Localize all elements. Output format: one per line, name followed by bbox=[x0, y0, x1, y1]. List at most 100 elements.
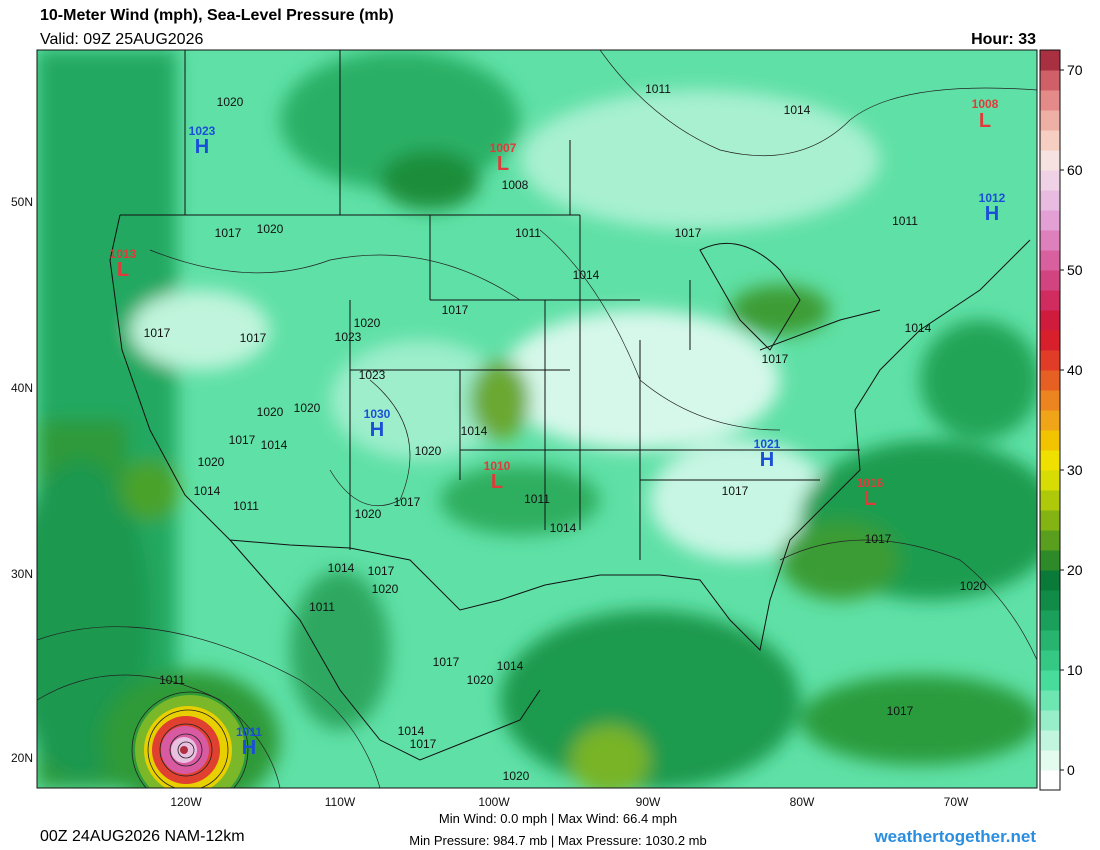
longitude-label: 120W bbox=[170, 795, 202, 809]
colorbar-tick-label: 10 bbox=[1067, 662, 1083, 678]
pressure-label: 1011 bbox=[233, 499, 259, 513]
longitude-label: 80W bbox=[790, 795, 815, 809]
center-symbol: L bbox=[497, 153, 509, 175]
center-pressure: 1021 bbox=[754, 437, 781, 451]
center-symbol: L bbox=[491, 471, 503, 493]
pressure-label: 1011 bbox=[892, 214, 918, 228]
pressure-label: 1014 bbox=[398, 724, 425, 738]
colorbar-tick-label: 50 bbox=[1067, 262, 1083, 278]
colorbar-bin bbox=[1040, 90, 1060, 111]
hurricane bbox=[131, 691, 249, 788]
pressure-label: 1014 bbox=[784, 103, 811, 117]
colorbar-tick-label: 40 bbox=[1067, 362, 1083, 378]
colorbar-tick-label: 30 bbox=[1067, 462, 1083, 478]
center-pressure: 1008 bbox=[972, 97, 999, 111]
pressure-label: 1017 bbox=[229, 433, 256, 447]
colorbar-bin bbox=[1040, 630, 1060, 651]
colorbar-bin bbox=[1040, 50, 1060, 71]
pressure-label: 1014 bbox=[261, 438, 288, 452]
center-pressure: 1012 bbox=[979, 191, 1006, 205]
colorbar-bin bbox=[1040, 390, 1060, 411]
longitude-label: 90W bbox=[636, 795, 661, 809]
colorbar-bin bbox=[1040, 770, 1060, 791]
pressure-label: 1020 bbox=[198, 455, 225, 469]
pressure-label: 1020 bbox=[503, 769, 530, 783]
pressure-label: 1014 bbox=[497, 659, 524, 673]
pressure-label: 1017 bbox=[433, 655, 460, 669]
pressure-label: 1017 bbox=[675, 226, 702, 240]
pressure-label: 1023 bbox=[359, 368, 386, 382]
colorbar-tick-label: 0 bbox=[1067, 762, 1075, 778]
pressure-label: 1011 bbox=[524, 492, 550, 506]
latitude-label: 50N bbox=[11, 195, 33, 209]
pressure-labels: 1020 1011 1014 1008 1017 1020 1011 1017 … bbox=[144, 82, 987, 783]
colorbar-bin bbox=[1040, 250, 1060, 271]
pressure-label: 1014 bbox=[194, 484, 221, 498]
colorbar-bin bbox=[1040, 470, 1060, 491]
pressure-label: 1020 bbox=[257, 222, 284, 236]
colorbar-bin bbox=[1040, 290, 1060, 311]
center-pressure: 1007 bbox=[490, 141, 517, 155]
colorbar-tick-label: 20 bbox=[1067, 562, 1083, 578]
center-pressure: 1030 bbox=[364, 407, 391, 421]
center-symbol: L bbox=[979, 110, 991, 132]
center-symbol: H bbox=[370, 419, 384, 441]
pressure-label: 1020 bbox=[372, 582, 399, 596]
pressure-label: 1023 bbox=[335, 330, 362, 344]
model-run: 00Z 24AUG2026 NAM-12km bbox=[40, 828, 245, 845]
colorbar-bin bbox=[1040, 670, 1060, 691]
borders bbox=[109, 50, 1031, 761]
colorbar-tick-label: 70 bbox=[1067, 62, 1083, 78]
colorbar-bin bbox=[1040, 70, 1060, 91]
pressure-label: 1020 bbox=[467, 673, 494, 687]
pressure-label: 1017 bbox=[240, 331, 267, 345]
latitude-label: 40N bbox=[11, 381, 33, 395]
colorbar-bin bbox=[1040, 450, 1060, 471]
pressure-label: 1011 bbox=[645, 82, 671, 96]
pressure-label: 1020 bbox=[217, 95, 244, 109]
center-pressure: 1023 bbox=[189, 124, 216, 138]
longitude-label: 100W bbox=[478, 795, 510, 809]
pressure-label: 1020 bbox=[355, 507, 382, 521]
pressure-label: 1014 bbox=[573, 268, 600, 282]
pressure-label: 1017 bbox=[394, 495, 421, 509]
map-frame bbox=[36, 49, 1038, 789]
wind-stats: Min Wind: 0.0 mph | Max Wind: 66.4 mph bbox=[439, 811, 677, 826]
center-symbol: H bbox=[760, 449, 774, 471]
colorbar-bin bbox=[1040, 510, 1060, 531]
colorbar-bin bbox=[1040, 730, 1060, 751]
pressure-label: 1020 bbox=[354, 316, 381, 330]
center-symbol: H bbox=[242, 737, 256, 759]
longitude-label: 70W bbox=[944, 795, 969, 809]
colorbar-bin bbox=[1040, 610, 1060, 631]
colorbar-bin bbox=[1040, 370, 1060, 391]
colorbar-bin bbox=[1040, 550, 1060, 571]
latitude-label: 20N bbox=[11, 751, 33, 765]
latitude-label: 30N bbox=[11, 567, 33, 581]
colorbar-bin bbox=[1040, 350, 1060, 371]
credit: weathertogether.net bbox=[873, 827, 1036, 846]
colorbar-bin bbox=[1040, 210, 1060, 231]
colorbar-bin bbox=[1040, 130, 1060, 151]
colorbar-bin bbox=[1040, 650, 1060, 671]
pressure-label: 1020 bbox=[960, 579, 987, 593]
valid-time: Valid: 09Z 25AUG2026 bbox=[40, 31, 203, 48]
pressure-label: 1011 bbox=[159, 673, 185, 687]
pressure-label: 1014 bbox=[328, 561, 355, 575]
colorbar-bin bbox=[1040, 170, 1060, 191]
pressure-label: 1011 bbox=[515, 226, 541, 240]
center-symbol: H bbox=[195, 136, 209, 158]
colorbar-bin bbox=[1040, 230, 1060, 251]
pressure-label: 1020 bbox=[415, 444, 442, 458]
colorbar-frame bbox=[1039, 49, 1061, 791]
pressure-label: 1017 bbox=[368, 564, 395, 578]
colorbar-bin bbox=[1040, 150, 1060, 171]
